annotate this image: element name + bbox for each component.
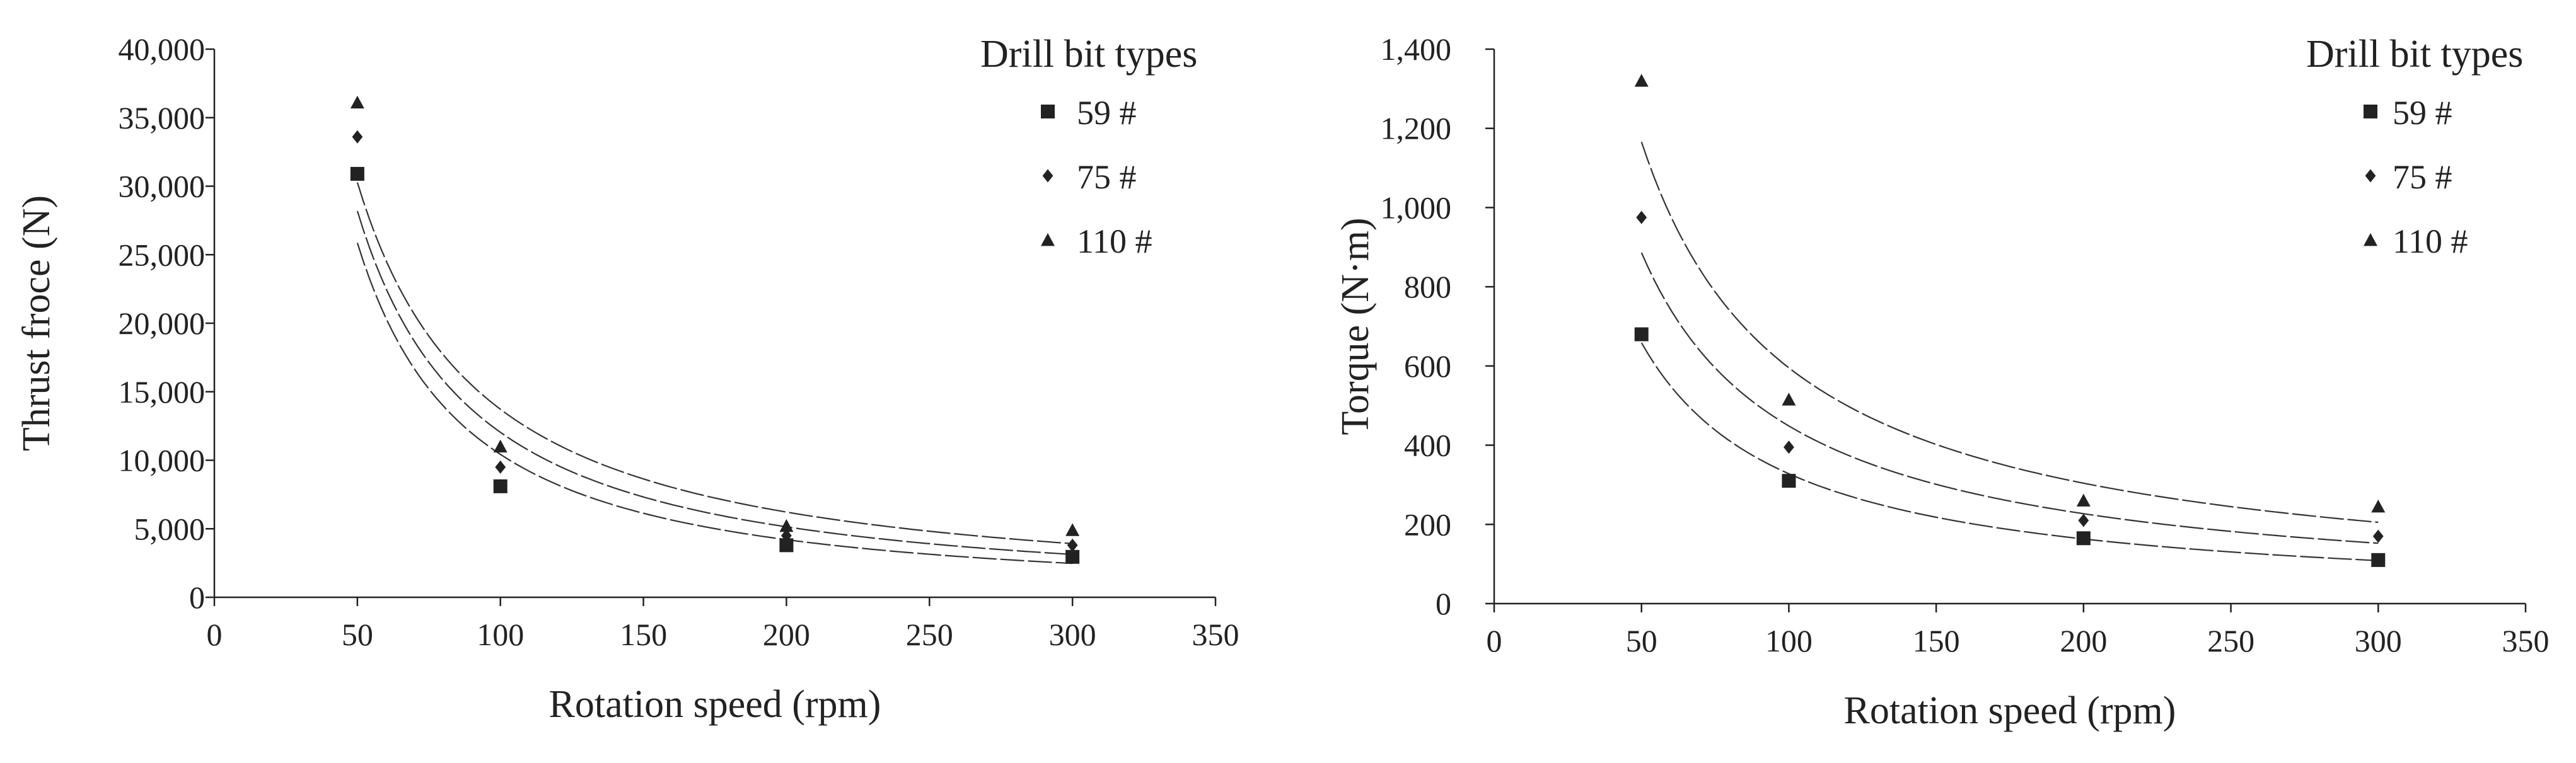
- x-tick-label: 50: [1626, 623, 1657, 658]
- data-point-square: [350, 166, 364, 181]
- trendline-59: [356, 243, 1073, 565]
- y-tick-label: 600: [1404, 348, 1451, 384]
- legend-title: Drill bit types: [2306, 33, 2523, 76]
- y-tick-label: 0: [189, 580, 205, 615]
- x-tick-label: 150: [620, 617, 667, 652]
- data-point-triangle: [2076, 493, 2091, 507]
- data-point-triangle: [1634, 74, 1649, 87]
- y-tick-label: 1,400: [1381, 32, 1452, 67]
- y-tick-label: 10,000: [119, 443, 206, 478]
- trendline-59: [1640, 342, 2379, 561]
- x-axis-title: Rotation speed (rpm): [549, 683, 881, 726]
- legend-label: 75 #: [2393, 158, 2452, 196]
- data-point-diamond: [352, 130, 363, 144]
- trendline-110: [356, 182, 1073, 544]
- x-tick-label: 0: [207, 617, 223, 652]
- data-point-triangle: [493, 439, 508, 453]
- trendline-75: [356, 210, 1073, 556]
- legend-title: Drill bit types: [980, 33, 1197, 76]
- data-point-diamond: [1067, 538, 1078, 552]
- y-tick-label: 400: [1404, 428, 1451, 463]
- data-point-triangle: [1782, 393, 1796, 406]
- chart-torque: 0 200 400 600 800 1,000 1,200 1,400 0 50 100 150 200…: [1334, 32, 2550, 732]
- x-axis-title: Rotation speed (rpm): [1844, 689, 2176, 732]
- x-tick-label: 350: [2502, 623, 2550, 658]
- data-point-square: [2371, 553, 2386, 567]
- data-point-square: [1634, 327, 1649, 341]
- legend-marker-diamond: [1042, 169, 1053, 183]
- legend-marker-diamond: [2365, 169, 2376, 183]
- data-point-triangle: [779, 519, 794, 532]
- data-point-diamond: [495, 460, 506, 474]
- legend-label: 59 #: [2393, 94, 2452, 132]
- legend-label: 75 #: [1077, 158, 1137, 196]
- x-tick-label: 200: [763, 617, 810, 652]
- y-tick-label: 30,000: [119, 169, 206, 204]
- x-tick-label: 200: [2060, 623, 2107, 658]
- x-tick-label: 150: [1913, 623, 1960, 658]
- data-point-diamond: [2372, 529, 2384, 543]
- y-axis-title: Torque (N·m): [1334, 217, 1377, 435]
- data-point-square: [493, 479, 508, 493]
- data-point-triangle: [1065, 523, 1080, 536]
- x-tick-label: 300: [1049, 617, 1096, 652]
- x-tick-label: 350: [1192, 617, 1239, 652]
- data-point-square: [779, 538, 794, 553]
- x-tick-label: 50: [342, 617, 373, 652]
- x-tick-label: 0: [1487, 623, 1502, 658]
- x-tick-label: 250: [906, 617, 953, 652]
- data-point-square: [2076, 531, 2091, 546]
- data-point-square: [1065, 549, 1080, 564]
- data-point-diamond: [1784, 440, 1794, 454]
- data-point-square: [1782, 474, 1796, 488]
- data-point-diamond: [1636, 210, 1647, 224]
- x-tick-label: 250: [2207, 623, 2254, 658]
- y-tick-label: 1,200: [1381, 111, 1452, 146]
- y-tick-label: 35,000: [119, 100, 206, 135]
- y-tick-label: 25,000: [119, 237, 206, 272]
- legend-label: 59 #: [1077, 94, 1137, 132]
- x-tick-label: 300: [2355, 623, 2402, 658]
- legend-marker-triangle: [1041, 233, 1055, 246]
- trendline-75: [1640, 252, 2379, 544]
- chart-thrust: 0 5,000 10,000 15,000 20,000 25,000 30,000 35,0…: [15, 32, 1239, 726]
- y-tick-label: 800: [1404, 269, 1451, 304]
- data-point-triangle: [2371, 500, 2386, 513]
- y-tick-label: 0: [1436, 586, 1451, 621]
- data-point-triangle: [350, 95, 364, 109]
- x-tick-label: 100: [477, 617, 524, 652]
- y-tick-label: 15,000: [119, 374, 206, 410]
- x-tick-label: 100: [1765, 623, 1813, 658]
- y-tick-label: 200: [1404, 507, 1451, 542]
- data-point-diamond: [2078, 513, 2089, 527]
- y-tick-label: 40,000: [119, 32, 206, 67]
- legend-marker-triangle: [2364, 233, 2377, 246]
- legend-marker-square: [2364, 105, 2377, 118]
- y-tick-label: 1,000: [1381, 190, 1452, 225]
- legend-marker-square: [1041, 105, 1055, 118]
- legend-label: 110 #: [1077, 222, 1152, 260]
- legend-label: 110 #: [2393, 222, 2468, 260]
- y-axis-title: Thrust froce (N): [15, 195, 58, 451]
- y-tick-label: 5,000: [134, 511, 206, 546]
- trendline-110: [1640, 141, 2379, 524]
- data-point-diamond: [781, 529, 792, 542]
- y-tick-label: 20,000: [119, 306, 206, 341]
